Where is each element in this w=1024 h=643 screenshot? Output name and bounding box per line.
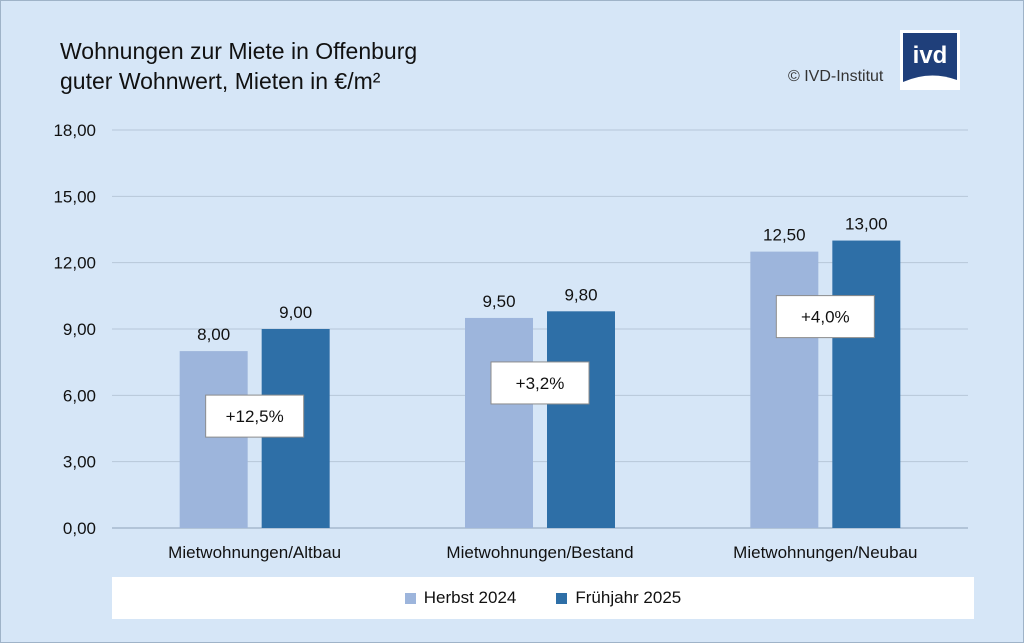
bar xyxy=(547,311,615,528)
logo-text: ivd xyxy=(913,42,948,69)
y-tick-label: 9,00 xyxy=(63,320,96,339)
category-label: Mietwohnungen/Neubau xyxy=(733,543,917,562)
y-tick-label: 0,00 xyxy=(63,519,96,538)
category-label: Mietwohnungen/Bestand xyxy=(446,543,633,562)
legend-label-herbst: Herbst 2024 xyxy=(423,588,517,607)
data-label: 13,00 xyxy=(845,215,888,234)
category-label: Mietwohnungen/Altbau xyxy=(168,543,341,562)
change-label: +12,5% xyxy=(226,407,284,426)
legend-swatch-herbst xyxy=(404,592,416,604)
copyright-text: © IVD-Institut xyxy=(788,68,884,85)
chart-title: Wohnungen zur Miete in Offenburg guter W… xyxy=(60,36,417,96)
change-label: +3,2% xyxy=(516,374,565,393)
y-tick-label: 3,00 xyxy=(63,453,96,472)
bar xyxy=(832,240,901,529)
y-tick-label: 12,00 xyxy=(53,254,96,273)
change-box xyxy=(775,295,875,339)
y-tick-label: 6,00 xyxy=(63,386,96,405)
data-label: 9,00 xyxy=(279,303,312,322)
title-line-2: guter Wohnwert, Mieten in €/m² xyxy=(60,68,381,94)
change-box xyxy=(205,394,305,438)
legend-item-herbst: Herbst 2024 xyxy=(404,588,517,608)
data-label: 8,00 xyxy=(197,325,230,344)
y-tick-label: 15,00 xyxy=(53,187,96,206)
title-line-1: Wohnungen zur Miete in Offenburg xyxy=(60,38,418,64)
bar xyxy=(750,251,819,528)
change-box xyxy=(490,361,590,405)
change-label: +4,0% xyxy=(801,308,850,327)
legend-label-fruehjahr: Frühjahr 2025 xyxy=(575,588,682,607)
ivd-logo: ivd xyxy=(900,30,960,90)
bar xyxy=(179,351,248,528)
legend-item-fruehjahr: Frühjahr 2025 xyxy=(556,588,681,608)
legend: Herbst 2024 Frühjahr 2025 xyxy=(112,577,974,619)
legend-swatch-fruehjahr xyxy=(556,592,568,604)
y-tick-label: 18,00 xyxy=(53,121,96,140)
data-label: 9,50 xyxy=(482,292,515,311)
data-label: 9,80 xyxy=(564,285,597,304)
bar xyxy=(465,317,533,528)
data-label: 12,50 xyxy=(763,226,806,245)
